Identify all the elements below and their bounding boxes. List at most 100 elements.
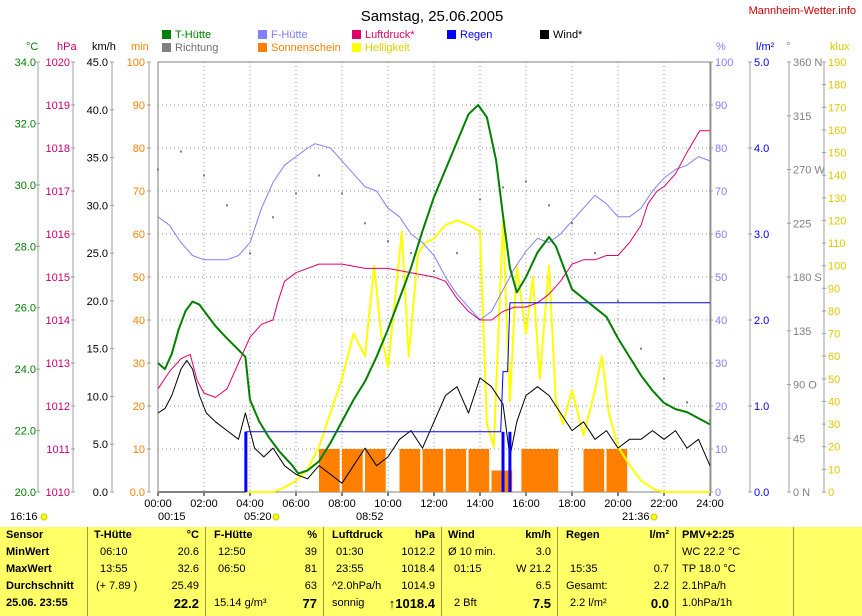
lux-tick-label: 0 bbox=[828, 487, 834, 499]
direction-dot bbox=[433, 270, 435, 273]
direction-dot bbox=[479, 198, 481, 201]
pmv-trend-1: 2.1hPa/h bbox=[682, 580, 727, 592]
wind-header: Wind bbox=[448, 529, 475, 541]
legend-label: T-Hütte bbox=[175, 29, 211, 41]
luftdruck-max-value: 1018.4 bbox=[401, 563, 435, 575]
direction-tick-label: 315 bbox=[793, 111, 811, 123]
humidity-tick-label: 100 bbox=[715, 57, 733, 69]
direction-dot bbox=[663, 377, 665, 380]
direction-axis-unit: ° bbox=[786, 41, 790, 53]
luftdruck-min-value: 1012.2 bbox=[401, 546, 435, 558]
temp-tick-label: 32.0 bbox=[15, 118, 36, 130]
series-fhutte-line bbox=[157, 143, 711, 321]
pressure-tick-label: 1020 bbox=[46, 57, 70, 69]
humidity-tick-label: 40 bbox=[715, 315, 727, 327]
rain-tick-label: 5.0 bbox=[754, 57, 769, 69]
direction-tick-label: 45 bbox=[793, 433, 805, 445]
minutes-tick-label: 0.0 bbox=[130, 487, 145, 499]
fhutte-min-value: 39 bbox=[304, 546, 317, 558]
temp-tick-label: 30.0 bbox=[15, 180, 36, 192]
regen-max-value: 0.7 bbox=[653, 563, 669, 575]
minutes-tick-label: 80 bbox=[133, 143, 145, 155]
thutte-unit: °C bbox=[186, 529, 199, 541]
pressure-tick-label: 1019 bbox=[46, 100, 70, 112]
temp-tick-label: 26.0 bbox=[15, 303, 36, 315]
direction-dot bbox=[548, 204, 550, 207]
wind-tick-label: 25.0 bbox=[87, 248, 108, 260]
direction-tick-label: 135 bbox=[793, 326, 811, 338]
thutte-avg-note: (+ 7.89 ) bbox=[96, 580, 138, 592]
luftdruck-max-time: 23:55 bbox=[336, 563, 364, 575]
direction-tick-label: 360 N bbox=[793, 57, 822, 69]
legend-label: Luftdruck* bbox=[365, 29, 415, 41]
direction-dot bbox=[364, 222, 366, 225]
lux-tick-label: 150 bbox=[828, 148, 846, 160]
rain-tick-label: 1.0 bbox=[754, 401, 769, 413]
direction-dot bbox=[180, 150, 182, 153]
pressure-tick-label: 1012 bbox=[46, 401, 70, 413]
thutte-min-value: 20.6 bbox=[177, 546, 199, 558]
legend-swatch bbox=[352, 30, 361, 39]
thutte-max-value: 32.6 bbox=[177, 563, 199, 575]
dawn-time-label: 00:15 bbox=[158, 511, 186, 523]
mark-time-label: 08:52 bbox=[356, 511, 384, 523]
direction-dot bbox=[594, 252, 596, 255]
luftdruck-current-value: ↑1018.4 bbox=[388, 596, 435, 611]
sunset-icon bbox=[650, 513, 658, 521]
legend-swatch bbox=[162, 30, 171, 39]
lux-tick-label: 60 bbox=[828, 351, 840, 363]
time-tick-label: 04:00 bbox=[236, 498, 264, 510]
sunset-time-label: 21:36 bbox=[622, 511, 650, 523]
legend-label: Richtung bbox=[175, 42, 218, 54]
site-link[interactable]: Mannheim-Wetter.info bbox=[749, 5, 856, 17]
lux-tick-label: 40 bbox=[828, 396, 840, 408]
legend-swatch bbox=[447, 30, 456, 39]
rain-tick-label: 4.0 bbox=[754, 143, 769, 155]
weather-chart: Samstag, 25.06.2005 Mannheim-Wetter.info… bbox=[10, 5, 856, 523]
fhutte-abs-humidity: 15.14 g/m³ bbox=[214, 597, 267, 609]
lux-tick-label: 20 bbox=[828, 442, 840, 454]
humidity-tick-label: 70 bbox=[715, 186, 727, 198]
sensor-row-current: 25.06. 23:55 bbox=[6, 597, 68, 609]
legend-label: Regen bbox=[460, 29, 492, 41]
minutes-tick-label: 10 bbox=[133, 444, 145, 456]
temp-tick-label: 24.0 bbox=[15, 364, 36, 376]
sensor-row-max: MaxWert bbox=[6, 563, 52, 575]
direction-dot bbox=[295, 192, 297, 195]
pressure-tick-label: 1018 bbox=[46, 143, 70, 155]
fhutte-min-time: 12:50 bbox=[218, 546, 246, 558]
pressure-tick-label: 1016 bbox=[46, 229, 70, 241]
summary-col-sensor: Sensor MinWert MaxWert Durchschnitt 25.0… bbox=[0, 527, 88, 616]
time-tick-label: 10:00 bbox=[374, 498, 402, 510]
sunshine-bar bbox=[422, 449, 444, 492]
wind-unit: km/h bbox=[525, 529, 551, 541]
luftdruck-header: Luftdruck bbox=[332, 529, 383, 541]
wind-avg-value: 6.5 bbox=[535, 580, 551, 592]
thutte-current-value: 22.2 bbox=[173, 596, 199, 611]
time-tick-label: 12:00 bbox=[420, 498, 448, 510]
thutte-max-time: 13:55 bbox=[100, 563, 128, 575]
sunshine-bar bbox=[583, 449, 605, 492]
summary-col-thutte: T-Hütte °C 06:10 20.6 13:55 32.6 (+ 7.89 ) 2… bbox=[88, 527, 206, 616]
wind-max-value: W 21.2 bbox=[516, 563, 551, 575]
time-tick-label: 08:00 bbox=[328, 498, 356, 510]
lux-tick-label: 160 bbox=[828, 125, 846, 137]
time-tick-label: 24:00 bbox=[696, 498, 724, 510]
sun-markers: 16:16 00:15 05:20 08:52 21:36 bbox=[10, 511, 658, 523]
sensor-row-avg: Durchschnitt bbox=[6, 580, 74, 592]
lux-tick-label: 170 bbox=[828, 102, 846, 114]
lux-tick-label: 100 bbox=[828, 261, 846, 273]
temp-axis-unit: °C bbox=[26, 41, 38, 53]
wind-max-time: 01:15 bbox=[454, 563, 482, 575]
legend-swatch bbox=[352, 43, 361, 52]
humidity-tick-label: 60 bbox=[715, 229, 727, 241]
direction-dot bbox=[318, 174, 320, 177]
luftdruck-min-time: 01:30 bbox=[336, 546, 364, 558]
humidity-tick-label: 0 bbox=[715, 487, 721, 499]
regen-day-total: 2.2 l/m² bbox=[570, 597, 607, 609]
humidity-tick-label: 80 bbox=[715, 143, 727, 155]
wind-avg10-label: Ø 10 min. bbox=[448, 546, 496, 558]
time-tick-label: 20:00 bbox=[604, 498, 632, 510]
fhutte-unit: % bbox=[307, 529, 317, 541]
pmv-windchill: WC 22.2 °C bbox=[682, 546, 741, 558]
